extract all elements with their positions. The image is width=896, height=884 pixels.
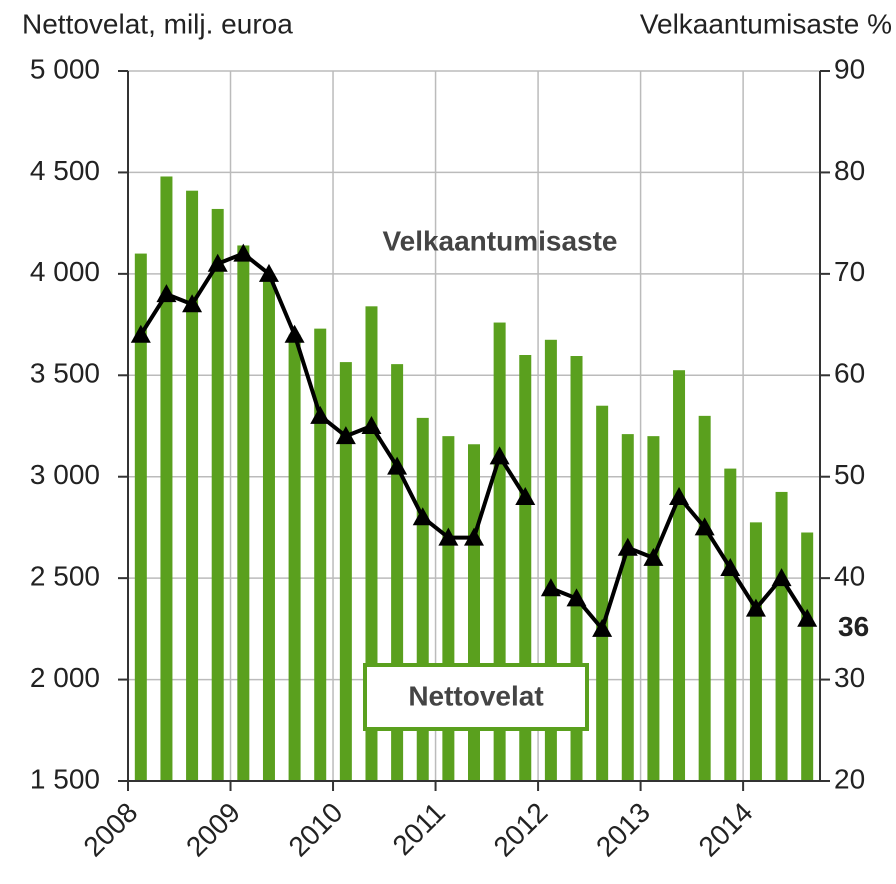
y-tick-label: 3 500 — [30, 358, 100, 389]
y-tick-label: 4 500 — [30, 155, 100, 186]
bar — [621, 434, 634, 781]
annotation: Nettovelat — [408, 680, 543, 711]
bar — [647, 436, 660, 781]
marker — [669, 487, 690, 505]
bar — [211, 208, 224, 781]
marker — [412, 507, 433, 526]
marker — [515, 487, 536, 505]
y-tick-label: 2 000 — [30, 662, 100, 693]
bar — [186, 190, 199, 781]
y2-tick-label: 40 — [834, 561, 865, 592]
marker — [258, 263, 279, 282]
y2-tick-label: 30 — [834, 662, 865, 693]
y-tick-label: 3 000 — [30, 459, 100, 490]
marker — [156, 284, 177, 303]
marker — [797, 608, 818, 627]
marker — [464, 527, 484, 546]
y-tick-label: 1 500 — [30, 763, 100, 794]
left-axis-label: Nettovelat, milj. euroa — [22, 8, 293, 39]
y2-tick-label: 90 — [834, 53, 865, 84]
marker — [182, 294, 203, 313]
marker — [335, 426, 356, 445]
marker — [617, 537, 638, 556]
y2-tick-label: 60 — [834, 358, 865, 389]
marker — [489, 446, 510, 465]
data-label: 36 — [838, 611, 869, 642]
right-axis-label: Velkaantumisaste % — [640, 8, 892, 39]
y-tick-label: 2 500 — [30, 561, 100, 592]
bar — [288, 334, 301, 781]
bar — [673, 370, 686, 781]
marker — [207, 253, 228, 272]
bar — [749, 522, 762, 781]
annotation: Velkaantumisaste — [382, 225, 617, 256]
marker — [694, 517, 715, 536]
bar — [237, 245, 250, 781]
marker — [720, 558, 741, 576]
marker — [438, 527, 459, 546]
marker — [540, 578, 561, 597]
marker — [310, 405, 331, 424]
bar — [724, 468, 737, 781]
bar — [262, 275, 275, 781]
bar — [134, 253, 147, 782]
marker — [361, 416, 382, 434]
bar — [160, 176, 173, 781]
bar — [775, 491, 788, 781]
marker — [130, 324, 151, 343]
y2-tick-label: 70 — [834, 256, 865, 287]
bar — [314, 328, 327, 781]
y2-tick-label: 80 — [834, 155, 865, 186]
marker — [592, 618, 613, 637]
bar — [801, 532, 814, 781]
marker — [643, 547, 664, 566]
marker — [745, 598, 766, 617]
y2-tick-label: 20 — [834, 763, 865, 794]
annotation-box — [363, 663, 589, 731]
y2-tick-label: 50 — [834, 459, 865, 490]
marker — [233, 243, 254, 262]
bar — [339, 362, 352, 781]
line — [139, 251, 527, 540]
bar — [698, 415, 711, 781]
y-tick-label: 4 000 — [30, 256, 100, 287]
bar — [596, 405, 609, 781]
marker — [284, 324, 305, 343]
marker — [387, 456, 408, 475]
y-tick-label: 5 000 — [30, 53, 100, 84]
marker — [771, 568, 792, 587]
marker — [566, 588, 587, 607]
